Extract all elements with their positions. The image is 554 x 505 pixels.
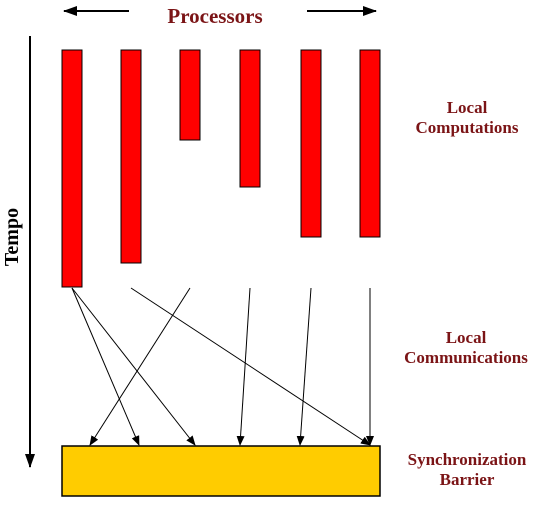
computation-bar-processor-6 [359,49,381,238]
communication-arrow-1-to-2 [71,287,140,446]
computation-bar-processor-1 [61,49,83,288]
communication-arrow-3-to-1 [89,287,191,446]
computation-bar-processor-3 [179,49,201,141]
time-axis-label: Tempo [1,208,23,266]
communication-arrow-2-to-6 [130,287,371,446]
communication-arrow-1-to-3 [71,287,196,446]
computation-bar-processor-4 [239,49,261,188]
synchronization-barrier-label: Synchronization Barrier [407,450,527,489]
processors-label: Processors [167,4,263,28]
communication-arrow-4-to-4 [236,287,251,446]
computation-bar-processor-2 [120,49,142,264]
synchronization-barrier-block [61,445,381,497]
communication-arrow-5-to-5 [296,287,312,446]
computation-bar-processor-5 [300,49,322,238]
local-communications-label: Local Communications [404,328,528,367]
local-computations-label: Local Computations [415,98,519,137]
